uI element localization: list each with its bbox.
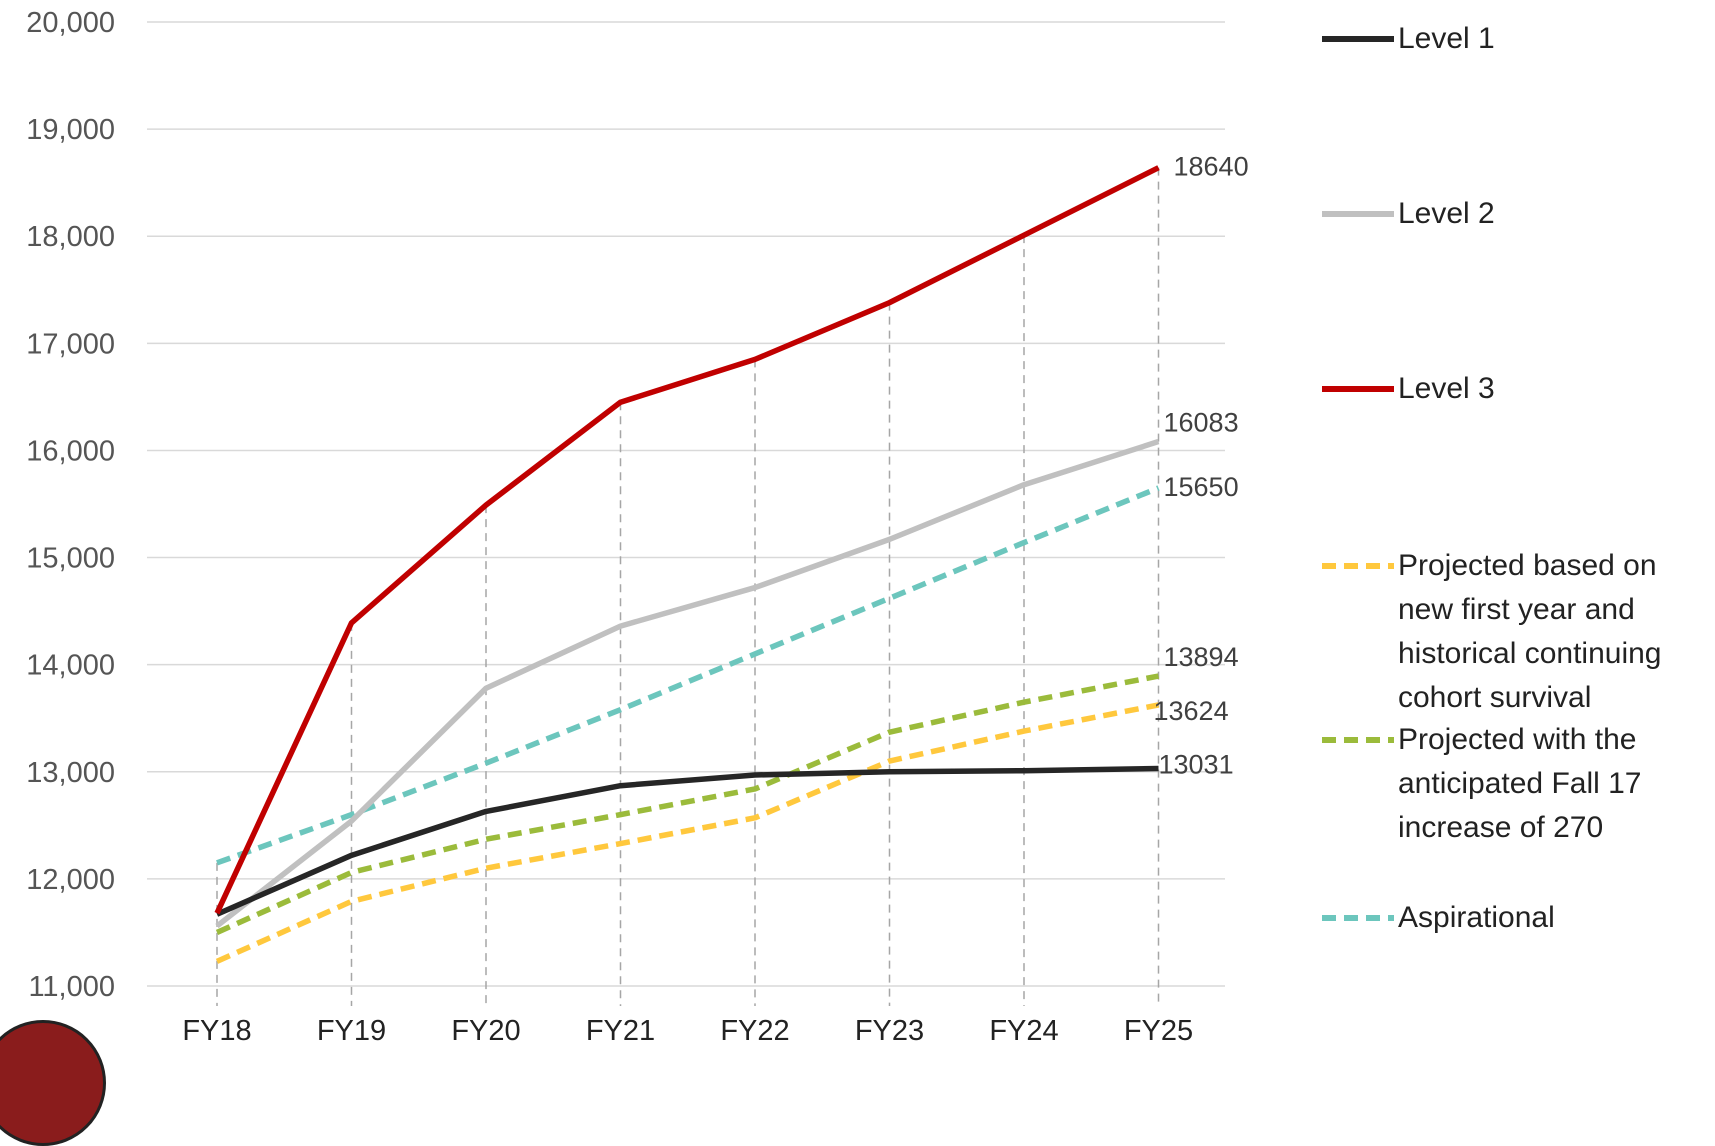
legend-item-level-2[interactable]: Level 2 [1318,192,1713,236]
end-label-series-3: 18640 [1174,152,1249,182]
y-tick-label: 15,000 [26,543,115,575]
gridlines [147,21,1225,987]
drop-lines [216,167,1160,1006]
legend-item-projected-new-first-year[interactable]: Projected based on new first year and hi… [1318,544,1713,720]
legend-swatch-level-3 [1318,367,1398,397]
x-axis-tick-labels: FY18 FY19 FY20 FY21 FY22 FY23 FY24 FY25 [182,1015,1193,1043]
end-label-series-2: 16083 [1164,408,1239,438]
x-tick-label-fy20: FY20 [451,1015,520,1043]
series-line-1 [215,765,1159,917]
line-chart: 11,000 12,000 13,000 14,000 15,000 16,000 17,0… [26,7,1249,1043]
x-tick-label-fy25: FY25 [1124,1015,1193,1043]
y-tick-label: 18,000 [26,221,115,253]
y-tick-label: 16,000 [26,435,115,467]
legend-label-projected-fall-17: Projected with the anticipated Fall 17 i… [1398,723,1642,844]
y-tick-label: 14,000 [26,650,115,682]
y-tick-label: 11,000 [28,971,115,1003]
legend-item-level-1[interactable]: Level 1 [1318,17,1713,61]
legend-label-level-1: Level 1 [1398,22,1495,55]
x-tick-label-fy23: FY23 [855,1015,924,1043]
legend-swatch-projected-new-first-year [1318,544,1398,574]
x-tick-label-fy24: FY24 [989,1015,1058,1043]
end-label-series-5: 13894 [1164,642,1239,672]
y-tick-label: 17,000 [26,328,115,360]
legend-label-level-2: Level 2 [1398,197,1495,230]
y-tick-label: 20,000 [26,7,115,39]
end-label-series-1: 13031 [1159,749,1234,779]
x-tick-label-fy18: FY18 [182,1015,251,1043]
series-line-5 [215,673,1160,935]
end-value-labels: 13031 16083 18640 13624 13894 15650 [1154,152,1249,780]
end-label-series-6: 15650 [1164,472,1239,502]
y-axis-tick-labels: 11,000 12,000 13,000 14,000 15,000 16,000 17,0… [26,7,115,1003]
legend-swatch-aspirational [1318,896,1398,926]
legend-swatch-projected-fall-17 [1318,718,1398,748]
series-lines [214,165,1160,964]
series-line-2 [215,438,1160,929]
legend-swatch-level-1 [1318,17,1398,47]
legend-item-projected-fall-17[interactable]: Projected with the anticipated Fall 17 i… [1318,718,1713,850]
y-tick-label: 12,000 [26,864,115,896]
series-line-3 [214,165,1160,915]
x-tick-label-fy22: FY22 [720,1015,789,1043]
x-tick-label-fy21: FY21 [586,1015,655,1043]
x-tick-label-fy19: FY19 [317,1015,386,1043]
legend-swatch-level-2 [1318,192,1398,222]
legend: Level 1 Level 2 Level 3 Projected based … [1318,0,1715,1043]
y-tick-label: 13,000 [26,757,115,789]
y-tick-label: 19,000 [26,114,115,146]
legend-item-aspirational[interactable]: Aspirational [1318,896,1713,940]
legend-item-level-3[interactable]: Level 3 [1318,367,1713,411]
legend-label-projected-new-first-year: Projected based on new first year and hi… [1398,549,1662,714]
legend-label-level-3: Level 3 [1398,372,1495,405]
legend-label-aspirational: Aspirational [1398,901,1555,934]
end-label-series-4: 13624 [1154,696,1229,726]
series-line-6 [216,485,1160,866]
series-line-4 [215,702,1160,964]
